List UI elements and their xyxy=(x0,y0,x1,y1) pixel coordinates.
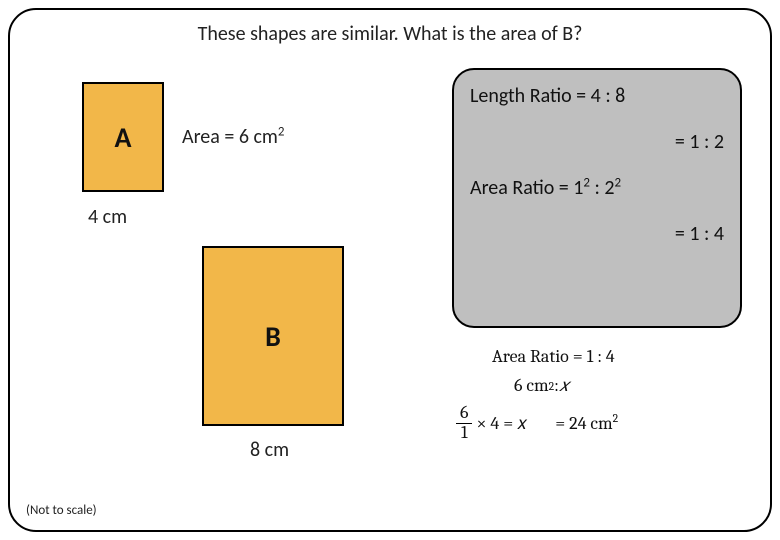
shape-b-width-label: 8 cm xyxy=(250,438,289,462)
eq3-mid: × 4 = 𝑥 xyxy=(476,413,527,434)
area-text: Area = 6 cm xyxy=(182,125,278,149)
eq3-rhs: = 24 cm2 xyxy=(555,413,618,434)
ratio-panel: Length Ratio = 4 : 8 = 1 : 2 Area Ratio … xyxy=(452,68,742,328)
math-eq2: 6 cm2: 𝑥 xyxy=(452,375,742,396)
area-ratio-simplified: = 1 : 4 xyxy=(470,222,724,246)
outer-frame: These shapes are similar. What is the ar… xyxy=(8,8,772,532)
eq3-fraction: 6 1 xyxy=(456,404,472,443)
question-title: These shapes are similar. What is the ar… xyxy=(10,22,770,46)
length-ratio-simplified: = 1 : 2 xyxy=(470,130,724,154)
frac-den: 1 xyxy=(457,424,472,443)
math-eq3: 6 1 × 4 = 𝑥 = 24 cm2 xyxy=(452,404,742,443)
eq3-rhs-prefix: = 24 cm xyxy=(555,413,612,434)
scale-note: (Not to scale) xyxy=(26,503,97,518)
shape-a: A xyxy=(82,82,164,192)
ar-exp2: 2 xyxy=(615,175,622,190)
area-exp: 2 xyxy=(278,124,285,139)
shape-a-width-label: 4 cm xyxy=(88,205,127,229)
shape-a-area-label: Area = 6 cm2 xyxy=(182,125,285,149)
frac-num: 6 xyxy=(456,404,472,424)
worked-math: Area Ratio = 1 : 4 6 cm2: 𝑥 6 1 × 4 = 𝑥 … xyxy=(452,346,742,451)
eq3-rhs-exp: 2 xyxy=(613,411,619,425)
shape-b: B xyxy=(202,246,344,426)
shape-a-label: A xyxy=(115,120,132,155)
shape-b-label: B xyxy=(265,319,281,354)
ar-prefix: Area Ratio = 1 xyxy=(470,176,583,200)
eq2-num: 6 cm xyxy=(514,375,549,396)
length-ratio-line: Length Ratio = 4 : 8 xyxy=(470,84,724,108)
math-eq1: Area Ratio = 1 : 4 xyxy=(452,346,742,367)
area-ratio-line: Area Ratio = 12 : 22 xyxy=(470,176,724,200)
eq2-x: 𝑥 xyxy=(559,375,569,396)
ar-mid: : 2 xyxy=(590,176,615,200)
